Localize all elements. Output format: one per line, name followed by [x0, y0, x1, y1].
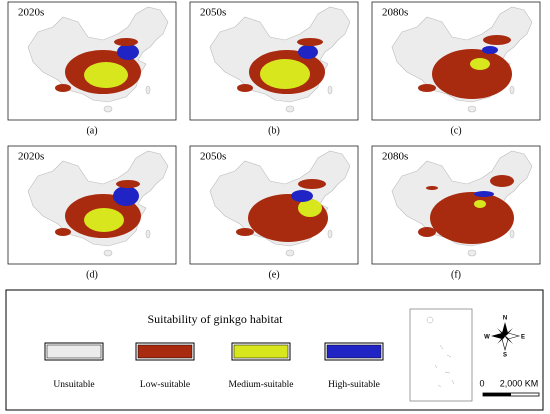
scale-start: 0: [479, 378, 484, 388]
legend-swatch: [137, 344, 193, 359]
panel-caption: (b): [268, 125, 280, 136]
compass-e: E: [521, 335, 525, 341]
panel-caption: (f): [451, 269, 461, 280]
habitat-area: [418, 227, 436, 237]
legend-items: Unsuitable Low-suitable Medium-suitable Hig…: [44, 342, 384, 390]
legend-swatch: [326, 344, 382, 359]
compass-s: S: [503, 353, 507, 359]
panel-period: 2020s: [18, 7, 44, 19]
compass-n: N: [503, 316, 507, 322]
habitat-area: [298, 45, 318, 59]
panel-period: 2080s: [382, 7, 408, 19]
habitat-area: [116, 180, 140, 188]
legend-swatch: [46, 344, 102, 359]
legend-label: High-suitable: [328, 380, 380, 390]
habitat-area: [55, 84, 71, 92]
habitat-area: [260, 59, 310, 89]
china-map: [27, 150, 169, 257]
legend-label: Low-suitable: [140, 380, 190, 390]
panel-caption: (e): [268, 269, 279, 280]
habitat-area: [474, 191, 494, 197]
china-map: [27, 6, 169, 113]
habitat-area: [426, 186, 438, 190]
habitat-area: [470, 58, 490, 70]
habitat-area: [298, 179, 326, 189]
habitat-area: [114, 38, 138, 46]
habitat-area: [482, 46, 498, 54]
habitat-area: [298, 199, 322, 217]
legend-label: Medium-suitable: [229, 380, 294, 390]
habitat-area: [430, 192, 514, 244]
habitat-area: [291, 190, 313, 202]
habitat-area: [490, 175, 514, 187]
inset-map: [409, 308, 473, 402]
panel-period: 2020s: [18, 151, 44, 163]
habitat-area: [483, 35, 511, 45]
habitat-area: [236, 228, 254, 236]
map-panels: 2020s (a) 2050s (b) 2080s (c) 2020s (d) 2050s (e)…: [7, 1, 541, 280]
panel-period: 2080s: [382, 151, 408, 163]
panel-caption: (c): [450, 125, 461, 136]
habitat-area: [297, 38, 323, 46]
scale-bar: [482, 392, 540, 397]
habitat-area: [474, 200, 486, 208]
panel-caption: (a): [86, 125, 97, 136]
habitat-area: [237, 84, 253, 92]
compass-w: W: [484, 335, 490, 341]
habitat-area: [418, 84, 436, 92]
compass: [491, 322, 521, 352]
china-map: [391, 150, 533, 257]
inset-islands: [426, 316, 455, 388]
legend-title: Suitability of ginkgo habitat: [148, 312, 284, 326]
china-map: [209, 150, 351, 257]
habitat-area: [84, 62, 128, 88]
habitat-area: [117, 44, 139, 60]
panel-caption: (d): [86, 269, 98, 280]
legend-swatch: [233, 344, 289, 359]
habitat-area: [113, 186, 139, 206]
panel-period: 2050s: [200, 151, 226, 163]
habitat-area: [55, 228, 71, 236]
habitat-area: [84, 208, 124, 232]
china-map: [391, 6, 533, 113]
legend-label: Unsuitable: [53, 380, 94, 390]
china-map: [209, 6, 351, 113]
scale-end: 2,000 KM: [500, 378, 539, 388]
panel-period: 2050s: [200, 7, 226, 19]
habitat-area: [432, 49, 512, 99]
